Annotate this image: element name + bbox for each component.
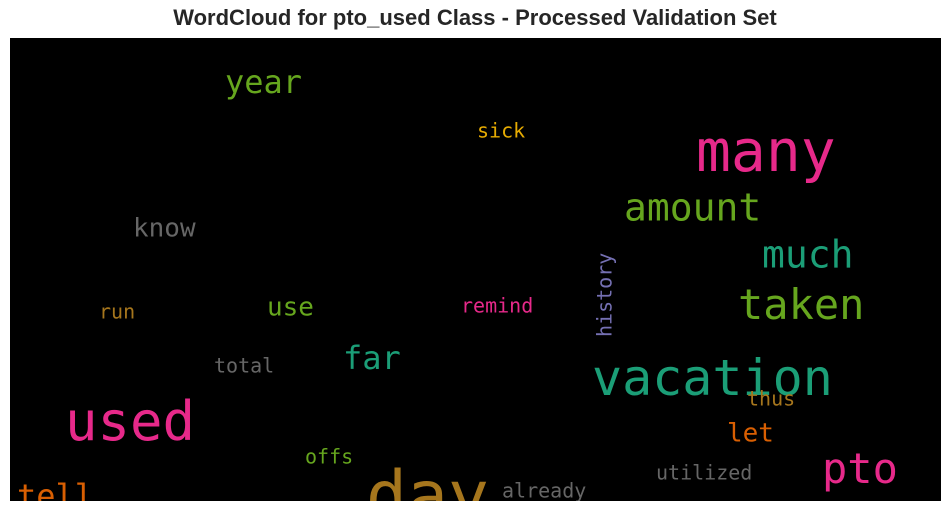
word-tell: tell <box>17 477 94 501</box>
word-remind: remind <box>461 294 533 318</box>
word-already: already <box>502 479 586 501</box>
word-offs: offs <box>305 445 353 469</box>
wordcloud-background <box>10 38 941 501</box>
word-taken: taken <box>738 280 864 329</box>
word-many: many <box>696 117 836 185</box>
word-much: much <box>762 233 854 277</box>
word-thus: thus <box>747 387 795 411</box>
word-far: far <box>343 339 401 377</box>
word-pto: pto <box>822 444 898 493</box>
word-year: year <box>225 63 302 101</box>
word-used: used <box>65 390 195 453</box>
word-total: total <box>214 354 274 378</box>
word-run: run <box>99 300 135 324</box>
word-let: let <box>727 418 774 448</box>
word-history: history <box>593 253 617 337</box>
word-amount: amount <box>624 186 761 230</box>
word-day: day <box>366 457 489 501</box>
word-utilized: utilized <box>656 461 752 485</box>
word-know: know <box>133 213 196 243</box>
word-use: use <box>267 292 314 322</box>
word-vacation: vacation <box>592 349 833 407</box>
word-sick: sick <box>477 119 525 143</box>
chart-title: WordCloud for pto_used Class - Processed… <box>173 5 777 30</box>
